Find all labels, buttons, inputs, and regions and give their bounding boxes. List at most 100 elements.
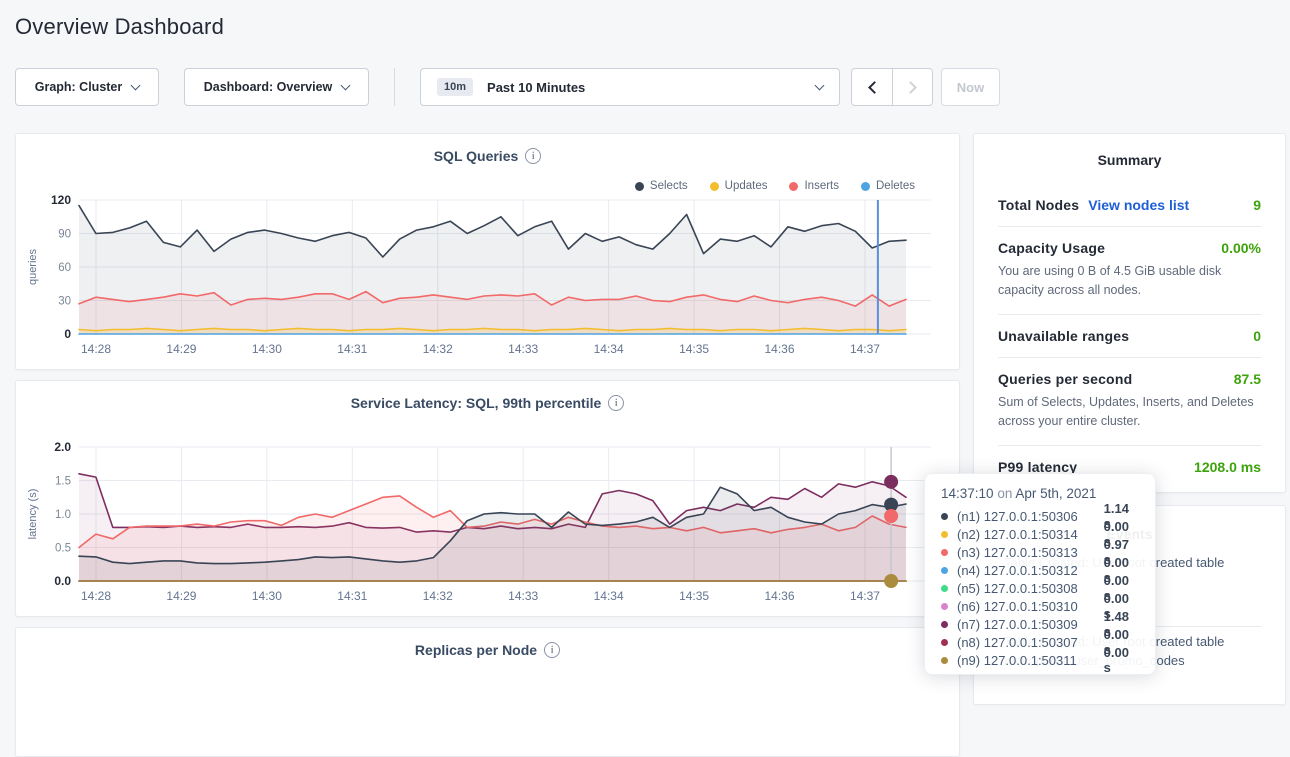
tooltip-node-label: (n7) 127.0.0.1:50309 (957, 616, 1078, 632)
node-dot-icon (941, 584, 948, 592)
replicas-per-node-card: Replicas per Node i (15, 627, 960, 757)
info-icon[interactable]: i (608, 395, 625, 411)
tooltip-node-row: (n2) 127.0.0.1:50314 0.00 s (941, 519, 1139, 549)
dashboard-dropdown[interactable]: Dashboard: Overview (184, 68, 369, 106)
service-latency-chart[interactable]: 0.0 0.5 1.0 1.5 2.0 14:28 14:29 14:30 14:31 14:32… (16, 381, 961, 616)
summary-panel: Summary Total Nodes View nodes list 9 Ca… (973, 133, 1286, 493)
tooltip-node-row: (n3) 127.0.0.1:50313 0.97 s (941, 537, 1139, 567)
replicas-per-node-title: Replicas per Node (414, 642, 538, 658)
svg-text:60: 60 (58, 262, 71, 274)
summary-row-qps: Queries per second 87.5 Sum of Selects, … (998, 356, 1261, 445)
svg-text:14:36: 14:36 (765, 342, 795, 356)
svg-text:queries: queries (27, 248, 39, 285)
sql-queries-title: SQL Queries (433, 148, 519, 164)
node-dot-icon (941, 638, 948, 646)
view-nodes-list-link[interactable]: View nodes list (1088, 197, 1190, 213)
summary-row-p99-latency: P99 latency 1208.0 ms (998, 444, 1261, 488)
tooltip-node-value: 0.00 s (1103, 591, 1129, 621)
svg-text:14:28: 14:28 (81, 342, 111, 356)
svg-text:0.0: 0.0 (54, 574, 71, 588)
tooltip-timestamp: 14:37:10 on Apr 5th, 2021 (941, 486, 1097, 501)
p99-latency-value: 1208.0 ms (1194, 458, 1261, 475)
svg-text:14:31: 14:31 (337, 342, 367, 356)
updates-dot-icon (709, 181, 719, 191)
node-dot-icon (941, 530, 948, 538)
svg-text:14:32: 14:32 (423, 589, 453, 603)
legend-item-selects[interactable]: Selects (634, 180, 688, 192)
tooltip-node-label: (n6) 127.0.0.1:50310 (957, 598, 1078, 614)
tooltip-node-value: 1.48 s (1103, 609, 1129, 639)
summary-row-total-nodes: Total Nodes View nodes list 9 (998, 197, 1261, 213)
svg-text:14:32: 14:32 (423, 342, 453, 356)
tooltip-node-value: 0.00 s (1103, 573, 1129, 603)
qps-value: 87.5 (1233, 370, 1261, 387)
chevron-down-icon (340, 80, 351, 90)
svg-text:0: 0 (64, 327, 71, 341)
svg-text:14:29: 14:29 (166, 589, 196, 603)
graph-dropdown-label: Graph: Cluster (34, 80, 123, 94)
selects-dot-icon (634, 181, 644, 191)
service-latency-card: Service Latency: SQL, 99th percentile i … (15, 380, 960, 617)
service-latency-title: Service Latency: SQL, 99th percentile (350, 395, 602, 411)
svg-text:14:30: 14:30 (252, 342, 282, 356)
tooltip-node-label: (n2) 127.0.0.1:50314 (957, 526, 1078, 542)
sql-queries-chart[interactable]: 0 30 60 90 120 14:28 14:29 14:30 14:31 14:32 14:33… (16, 134, 961, 369)
graph-dropdown[interactable]: Graph: Cluster (15, 68, 159, 106)
svg-text:1.0: 1.0 (55, 509, 71, 521)
chevron-left-icon (867, 80, 881, 94)
tooltip-node-value: 0.00 s (1103, 555, 1129, 585)
svg-text:14:30: 14:30 (252, 589, 282, 603)
tooltip-node-row: (n1) 127.0.0.1:50306 1.14 s (941, 501, 1139, 531)
capacity-usage-value: 0.00% (1221, 240, 1261, 256)
tooltip-node-row: (n4) 127.0.0.1:50312 0.00 s (941, 555, 1139, 585)
legend-item-deletes[interactable]: Deletes (861, 180, 915, 192)
time-range-label: Past 10 Minutes (487, 79, 586, 95)
unavailable-ranges-value: 0 (1253, 327, 1261, 344)
svg-text:14:33: 14:33 (508, 342, 538, 356)
now-button[interactable]: Now (941, 68, 1000, 106)
svg-text:14:33: 14:33 (508, 589, 538, 603)
chevron-down-icon (130, 80, 141, 90)
svg-text:latency (s): latency (s) (27, 489, 39, 540)
total-nodes-value: 9 (1253, 197, 1261, 213)
sql-queries-card: SQL Queries i Selects Updates Inserts De… (15, 133, 960, 370)
sql-queries-legend: Selects Updates Inserts Deletes (634, 180, 915, 192)
next-time-button[interactable] (892, 68, 933, 106)
node-dot-icon (941, 620, 948, 628)
tooltip-node-row: (n7) 127.0.0.1:50309 1.48 s (941, 609, 1139, 639)
summary-row-unavailable-ranges: Unavailable ranges 0 (998, 313, 1261, 357)
deletes-dot-icon (861, 181, 870, 191)
tooltip-node-row: (n6) 127.0.0.1:50310 0.00 s (941, 591, 1139, 621)
svg-text:14:31: 14:31 (337, 589, 367, 603)
info-icon[interactable]: i (544, 642, 561, 658)
legend-item-inserts[interactable]: Inserts (789, 180, 839, 192)
info-icon[interactable]: i (525, 148, 542, 164)
tooltip-node-row: (n9) 127.0.0.1:50311 0.00 s (941, 645, 1139, 675)
tooltip-node-label: (n9) 127.0.0.1:50311 (957, 652, 1077, 668)
chevron-down-icon (814, 80, 825, 90)
dashboard-dropdown-label: Dashboard: Overview (203, 80, 333, 94)
svg-text:1.5: 1.5 (55, 476, 71, 488)
node-dot-icon (941, 602, 948, 610)
tooltip-node-value: 0.00 s (1103, 645, 1129, 675)
toolbar-divider (394, 68, 395, 106)
svg-text:14:28: 14:28 (81, 589, 111, 603)
tooltip-node-label: (n3) 127.0.0.1:50313 (957, 544, 1078, 560)
summary-row-capacity-usage: Capacity Usage 0.00% You are using 0 B o… (998, 226, 1261, 314)
tooltip-node-value: 1.14 s (1103, 501, 1129, 531)
tooltip-node-row: (n8) 127.0.0.1:50307 0.00 s (941, 627, 1139, 657)
time-pager (851, 68, 933, 106)
svg-text:14:37: 14:37 (850, 342, 880, 356)
prev-time-button[interactable] (851, 68, 892, 106)
chevron-right-icon (904, 80, 917, 94)
svg-text:14:35: 14:35 (679, 589, 709, 603)
node-dot-icon (941, 548, 948, 556)
legend-item-updates[interactable]: Updates (709, 180, 767, 192)
tooltip-node-label: (n5) 127.0.0.1:50308 (957, 580, 1078, 596)
svg-text:90: 90 (58, 229, 71, 241)
node-dot-icon (941, 566, 948, 574)
page-title: Overview Dashboard (15, 14, 225, 39)
svg-text:14:29: 14:29 (166, 342, 196, 356)
tooltip-node-value: 0.00 s (1103, 627, 1129, 657)
time-range-picker[interactable]: 10m Past 10 Minutes (420, 68, 840, 106)
